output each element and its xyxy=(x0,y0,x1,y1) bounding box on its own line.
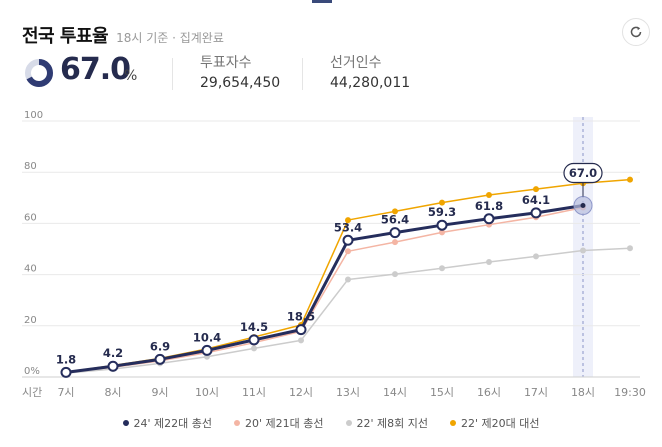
data-point xyxy=(107,360,119,372)
data-point xyxy=(392,208,398,215)
x-tick-label: 13시 xyxy=(336,386,360,399)
data-point xyxy=(439,199,445,206)
electorate-label: 선거인수 xyxy=(330,55,382,71)
page-subtitle: 18시 기준 · 집계완료 xyxy=(116,31,224,45)
highlight-point xyxy=(580,202,586,208)
data-point xyxy=(251,345,257,352)
x-tick-label: 15시 xyxy=(430,386,454,399)
series-line xyxy=(65,203,584,374)
legend-swatch xyxy=(234,420,240,426)
data-point xyxy=(248,334,260,346)
y-tick-label: 40 xyxy=(24,264,37,275)
y-tick-label: 80 xyxy=(24,161,37,172)
turnout-line-chart: 0% 20 40 60 80 100 시간 7시 8시 9시 10시 11시 12시 13시 14시 15시 1… xyxy=(22,110,646,399)
data-label: 61.8 xyxy=(475,199,503,213)
x-tick-label: 14시 xyxy=(383,386,407,399)
voters-label: 투표자수 xyxy=(200,55,252,71)
data-label: 6.9 xyxy=(150,339,170,353)
legend-item: 22' 제8회 지선 xyxy=(345,415,429,431)
data-label: 59.3 xyxy=(428,205,456,219)
refresh-button[interactable] xyxy=(622,18,650,46)
x-tick-label: 11시 xyxy=(242,386,266,399)
x-tick-label: 9시 xyxy=(151,386,168,399)
y-tick-label: 0% xyxy=(24,366,40,377)
data-label: 64.1 xyxy=(522,193,550,207)
data-label: 10.4 xyxy=(193,330,221,344)
data-point xyxy=(436,219,448,231)
data-point xyxy=(154,353,166,365)
data-point xyxy=(439,229,445,236)
legend-item: 20' 제21대 총선 xyxy=(234,415,324,431)
data-point xyxy=(439,265,445,272)
legend-item: 24' 제22대 총선 xyxy=(122,415,213,431)
data-point xyxy=(342,234,354,246)
x-tick-label: 8시 xyxy=(104,386,121,399)
turnout-rate-unit: % xyxy=(124,68,138,84)
legend-swatch xyxy=(122,420,129,426)
highlight-badge-label: 67.0 xyxy=(569,166,597,180)
legend-swatch xyxy=(345,420,352,426)
legend-swatch xyxy=(450,420,456,426)
y-tick-label: 20 xyxy=(24,315,37,326)
data-label: 14.5 xyxy=(240,320,268,334)
x-tick-label: 16시 xyxy=(477,386,501,399)
series-line xyxy=(65,206,584,374)
data-point xyxy=(486,191,492,198)
data-point xyxy=(533,186,539,193)
data-label: 1.8 xyxy=(56,352,76,366)
x-tick-label: 17시 xyxy=(524,386,548,399)
data-point xyxy=(483,213,495,225)
data-point xyxy=(345,217,351,224)
y-tick-label: 60 xyxy=(24,212,37,223)
legend-label: 24' 제22대 총선 xyxy=(133,417,213,430)
series-line xyxy=(65,247,631,374)
data-point xyxy=(298,337,304,344)
data-point xyxy=(627,176,633,183)
x-axis-label: 시간 xyxy=(22,386,42,399)
data-point xyxy=(392,271,398,278)
turnout-rate: 67.0 xyxy=(60,52,131,87)
voters-value: 29,654,450 xyxy=(200,75,281,91)
top-indicator xyxy=(312,0,332,3)
refresh-icon xyxy=(630,26,642,38)
data-point xyxy=(201,344,213,356)
data-point xyxy=(392,239,398,246)
header: 전국 투표율 18시 기준 · 집계완료 xyxy=(22,22,224,48)
divider xyxy=(302,58,303,90)
chart-legend: 24' 제22대 총선 20' 제21대 총선 22' 제8회 지선 22' 제20대… xyxy=(0,415,662,431)
legend-label: 22' 제8회 지선 xyxy=(356,417,429,430)
data-point xyxy=(345,276,351,283)
x-tick-label: 10시 xyxy=(195,386,219,399)
data-point xyxy=(486,259,492,266)
x-tick-label: 12시 xyxy=(289,386,313,399)
page-title: 전국 투표율 xyxy=(22,26,109,47)
divider xyxy=(172,58,173,90)
data-point xyxy=(627,245,633,252)
x-tick-label: 18시 xyxy=(571,386,595,399)
legend-label: 22' 제20대 대선 xyxy=(461,417,540,430)
data-point xyxy=(533,253,539,260)
y-tick-label: 100 xyxy=(24,110,43,121)
data-point xyxy=(345,248,351,255)
data-label: 4.2 xyxy=(103,346,123,360)
x-tick-label: 7시 xyxy=(57,386,74,399)
x-tick-label: 19:30 xyxy=(614,386,646,399)
electorate-value: 44,280,011 xyxy=(330,75,411,91)
data-label: 56.4 xyxy=(381,213,409,227)
data-label: 53.4 xyxy=(334,220,362,234)
data-point xyxy=(389,227,401,239)
data-point xyxy=(295,324,307,336)
data-point xyxy=(60,366,72,378)
legend-item: 22' 제20대 대선 xyxy=(450,415,540,431)
data-label: 18.5 xyxy=(287,310,315,324)
data-point xyxy=(530,207,542,219)
turnout-donut-icon xyxy=(25,59,53,87)
data-point xyxy=(580,247,586,254)
legend-label: 20' 제21대 총선 xyxy=(245,417,324,430)
